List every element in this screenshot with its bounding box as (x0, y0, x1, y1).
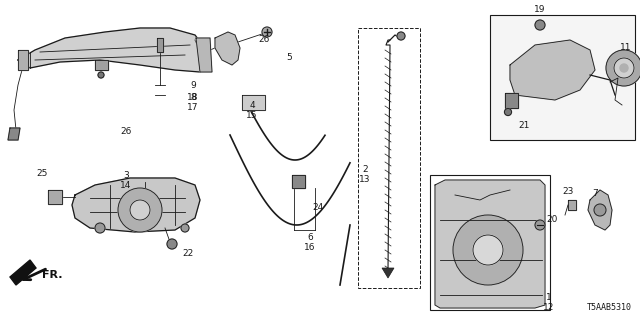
Text: 7: 7 (592, 188, 598, 197)
Circle shape (504, 108, 511, 116)
Bar (430, 175, 550, 310)
Polygon shape (588, 190, 612, 230)
Text: 16: 16 (304, 243, 316, 252)
Circle shape (118, 188, 162, 232)
Circle shape (167, 239, 177, 249)
Polygon shape (382, 268, 394, 278)
Polygon shape (435, 180, 545, 308)
Text: 15: 15 (246, 111, 258, 121)
Circle shape (262, 27, 272, 37)
Text: 4: 4 (249, 101, 255, 110)
Text: 8: 8 (190, 93, 196, 102)
Text: 1: 1 (546, 293, 552, 302)
Circle shape (181, 224, 189, 232)
Text: 12: 12 (543, 303, 555, 313)
Circle shape (594, 204, 606, 216)
Circle shape (535, 220, 545, 230)
Text: 9: 9 (190, 82, 196, 91)
Text: 24: 24 (312, 204, 324, 212)
Polygon shape (157, 38, 163, 52)
Text: 5: 5 (286, 52, 292, 61)
Text: 13: 13 (359, 175, 371, 185)
Polygon shape (18, 50, 28, 70)
Text: T5AAB5310: T5AAB5310 (587, 303, 632, 312)
Text: 20: 20 (547, 215, 557, 225)
Polygon shape (8, 128, 20, 140)
Circle shape (620, 64, 628, 72)
Polygon shape (215, 32, 240, 65)
Bar (490, 15, 635, 140)
Text: 22: 22 (182, 249, 194, 258)
Text: 18: 18 (188, 93, 199, 102)
Circle shape (614, 58, 634, 78)
Polygon shape (10, 260, 36, 285)
Text: 14: 14 (120, 181, 132, 190)
Polygon shape (292, 175, 305, 188)
Text: 26: 26 (120, 126, 132, 135)
Circle shape (473, 235, 503, 265)
Text: 25: 25 (36, 170, 48, 179)
Text: 19: 19 (534, 5, 546, 14)
Circle shape (606, 50, 640, 86)
Circle shape (95, 223, 105, 233)
Text: 21: 21 (518, 122, 530, 131)
Polygon shape (48, 190, 62, 204)
Polygon shape (196, 38, 212, 72)
Polygon shape (95, 60, 108, 70)
Circle shape (98, 72, 104, 78)
Polygon shape (510, 40, 595, 100)
Text: 23: 23 (563, 187, 573, 196)
Polygon shape (72, 178, 200, 232)
Circle shape (130, 200, 150, 220)
Text: 3: 3 (123, 172, 129, 180)
Text: 6: 6 (307, 233, 313, 242)
Polygon shape (505, 93, 518, 108)
Polygon shape (568, 200, 576, 210)
Text: 11: 11 (620, 44, 632, 52)
Circle shape (453, 215, 523, 285)
Circle shape (397, 32, 405, 40)
Text: FR.: FR. (42, 270, 63, 280)
Text: 26: 26 (259, 36, 269, 44)
Text: 17: 17 (188, 103, 199, 113)
Bar (358, 28, 420, 288)
Polygon shape (18, 28, 210, 72)
Circle shape (535, 20, 545, 30)
Text: 2: 2 (362, 165, 368, 174)
Polygon shape (242, 95, 265, 110)
